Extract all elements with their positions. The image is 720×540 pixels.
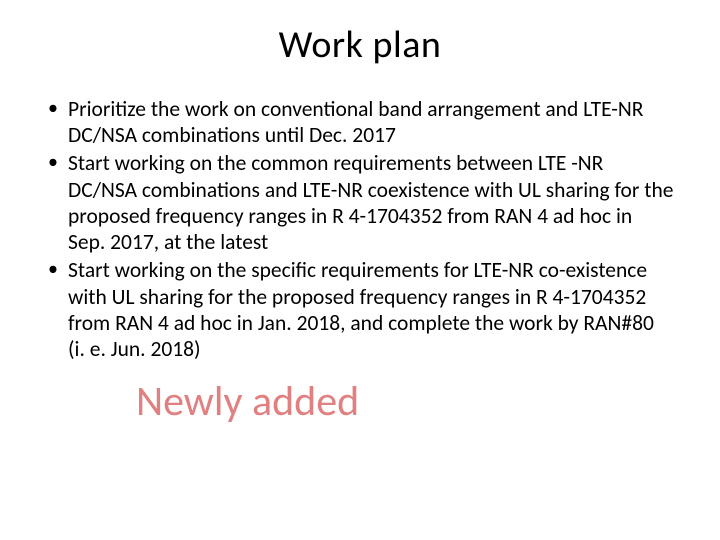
bullet-item: Start working on the common requirements… <box>46 150 674 255</box>
slide: Work plan Prioritize the work on convent… <box>0 0 720 540</box>
slide-title: Work plan <box>40 22 680 68</box>
bullet-item: Start working on the specific requiremen… <box>46 257 674 362</box>
bullet-list: Prioritize the work on conventional band… <box>40 96 680 362</box>
bullet-item: Prioritize the work on conventional band… <box>46 96 674 148</box>
footer-note: Newly added <box>136 376 680 427</box>
